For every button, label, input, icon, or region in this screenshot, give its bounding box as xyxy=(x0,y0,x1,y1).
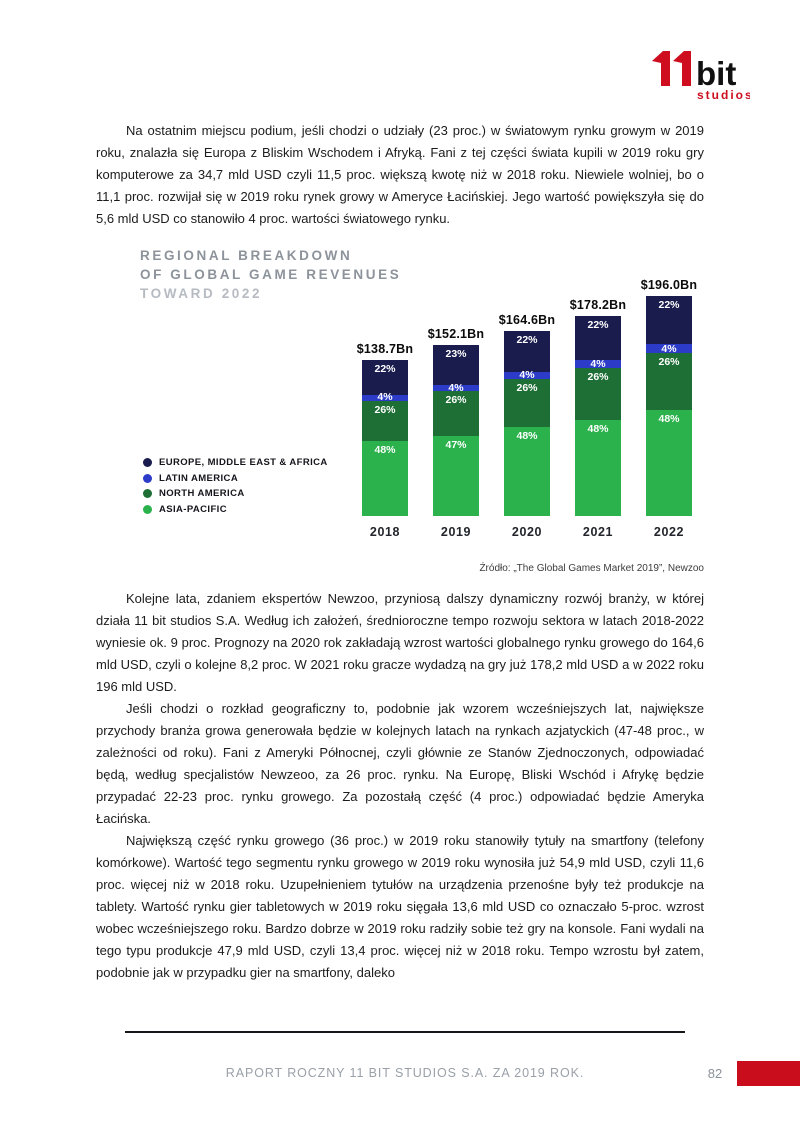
bar-segment: 48% xyxy=(646,410,692,516)
bar-stack: 22% 4% 26% 48% xyxy=(646,296,692,516)
bar-year-label: 2022 xyxy=(653,525,685,539)
bar-segment: 26% xyxy=(433,391,479,436)
paragraph-4: Największą część rynku growego (36 proc.… xyxy=(96,833,704,980)
legend-dot xyxy=(143,504,152,514)
footer-text: RAPORT ROCZNY 11 BIT STUDIOS S.A. ZA 201… xyxy=(225,1066,585,1080)
paragraph-1: Na ostatnim miejscu podium, jeśli chodzi… xyxy=(96,123,704,226)
logo-mark-11 xyxy=(652,51,691,86)
bar-segment: 22% xyxy=(362,360,408,395)
bar-column: $196.0Bn 22% 4% 26% 48% 2022 xyxy=(641,278,697,539)
logo-graphic: bit studios xyxy=(652,51,752,102)
bar-segment: 48% xyxy=(362,441,408,516)
bar-year-label: 2020 xyxy=(511,525,543,539)
segment-percent-label: 48% xyxy=(374,444,396,457)
bar-year-label: 2018 xyxy=(369,525,401,539)
segment-percent-label: 4% xyxy=(590,357,606,370)
bar-segment: 47% xyxy=(433,435,479,516)
bar-segment: 4% xyxy=(504,369,550,382)
segment-percent-label: 48% xyxy=(587,423,609,436)
segment-percent-label: 4% xyxy=(377,391,393,404)
segment-percent-label: 26% xyxy=(445,394,467,407)
legend-dot xyxy=(143,489,152,498)
bar-segment: 26% xyxy=(504,379,550,428)
chart-title-line-1: REGIONAL BREAKDOWN xyxy=(140,248,353,263)
regional-breakdown-chart: REGIONAL BREAKDOWN OF GLOBAL GAME REVENU… xyxy=(96,246,704,539)
bar-total-label: $178.2Bn xyxy=(569,298,627,313)
legend-row: LATIN AMERICA xyxy=(143,473,328,484)
bar-segment: 48% xyxy=(504,427,550,516)
segment-percent-label: 47% xyxy=(445,438,467,451)
bar-stack: 22% 4% 26% 48% xyxy=(362,360,408,516)
segment-percent-label: 22% xyxy=(658,299,680,312)
bar-year-label: 2019 xyxy=(440,525,472,539)
legend-label: NORTH AMERICA xyxy=(159,488,245,499)
segment-percent-label: 26% xyxy=(516,382,538,395)
bar-segment: 4% xyxy=(362,391,408,404)
logo-text-studios: studios xyxy=(697,88,750,102)
legend-label: ASIA-PACIFIC xyxy=(159,503,227,515)
segment-percent-label: 4% xyxy=(661,342,677,355)
legend-row: EUROPE, MIDDLE EAST & AFRICA xyxy=(143,457,328,468)
legend-dot xyxy=(143,473,152,483)
bar-total-label: $164.6Bn xyxy=(498,313,556,328)
segment-percent-label: 4% xyxy=(519,369,535,382)
bar-segment: 26% xyxy=(646,353,692,411)
segment-percent-label: 26% xyxy=(658,356,680,369)
bar-column: $152.1Bn 23% 4% 26% 47% 2019 xyxy=(428,327,484,539)
segment-percent-label: 48% xyxy=(516,430,538,443)
segment-percent-label: 26% xyxy=(587,371,609,384)
bar-segment: 23% xyxy=(433,345,479,385)
chart-title: REGIONAL BREAKDOWN OF GLOBAL GAME REVENU… xyxy=(140,246,401,303)
bar-segment: 4% xyxy=(433,381,479,394)
segment-percent-label: 22% xyxy=(516,334,538,347)
bar-total-label: $152.1Bn xyxy=(427,327,485,342)
bar-segment: 26% xyxy=(575,368,621,421)
bar-stack: 22% 4% 26% 48% xyxy=(575,316,621,516)
bar-segment: 4% xyxy=(575,357,621,370)
paragraph-2: Kolejne lata, zdaniem ekspertów Newzoo, … xyxy=(96,591,704,694)
segment-percent-label: 23% xyxy=(445,348,467,361)
segment-percent-label: 22% xyxy=(587,319,609,332)
logo-text-bit: bit xyxy=(696,55,736,92)
chart-title-line-2: OF GLOBAL GAME REVENUES xyxy=(140,267,402,282)
bar-column: $138.7Bn 22% 4% 26% 48% 2018 xyxy=(357,342,413,539)
legend-dot xyxy=(143,458,152,467)
bar-segment: 22% xyxy=(575,316,621,361)
page-number: 82 xyxy=(707,1066,723,1081)
bar-column: $164.6Bn 22% 4% 26% 48% 2020 xyxy=(499,313,555,539)
page-content: Na ostatnim miejscu podium, jeśli chodzi… xyxy=(96,120,704,984)
paragraph-3: Jeśli chodzi o rozkład geograficzny to, … xyxy=(96,701,704,826)
bar-column: $178.2Bn 22% 4% 26% 48% 2021 xyxy=(570,298,626,539)
bar-segment: 4% xyxy=(646,342,692,355)
segment-percent-label: 26% xyxy=(374,403,396,416)
segment-percent-label: 48% xyxy=(658,413,680,426)
chart-source: Źródło: „The Global Games Market 2019”, … xyxy=(479,563,704,574)
bars-row: $138.7Bn 22% 4% 26% 48% 2018 $152.1Bn 23% 4% 26% 4… xyxy=(357,278,697,539)
bar-stack: 22% 4% 26% 48% xyxy=(504,331,550,516)
footer-rule xyxy=(125,1031,685,1033)
bar-stack: 23% 4% 26% 47% xyxy=(433,345,479,516)
bar-segment: 22% xyxy=(504,331,550,372)
bar-year-label: 2021 xyxy=(582,525,614,539)
legend-label: LATIN AMERICA xyxy=(159,472,239,484)
segment-percent-label: 4% xyxy=(448,381,464,394)
segment-percent-label: 22% xyxy=(374,363,396,376)
bar-segment: 26% xyxy=(362,400,408,442)
chart-title-line-3: TOWARD 2022 xyxy=(140,286,263,301)
footer-accent-block xyxy=(737,1061,800,1086)
chart-legend: EUROPE, MIDDLE EAST & AFRICA LATIN AMERIC… xyxy=(143,457,328,519)
company-logo: bit studios xyxy=(650,50,752,102)
legend-row: ASIA-PACIFIC xyxy=(143,504,328,515)
bar-segment: 48% xyxy=(575,420,621,516)
legend-row: NORTH AMERICA xyxy=(143,488,328,499)
bar-total-label: $138.7Bn xyxy=(356,342,414,357)
bar-segment: 22% xyxy=(646,296,692,345)
legend-label: EUROPE, MIDDLE EAST & AFRICA xyxy=(159,457,328,468)
bar-total-label: $196.0Bn xyxy=(640,278,698,293)
